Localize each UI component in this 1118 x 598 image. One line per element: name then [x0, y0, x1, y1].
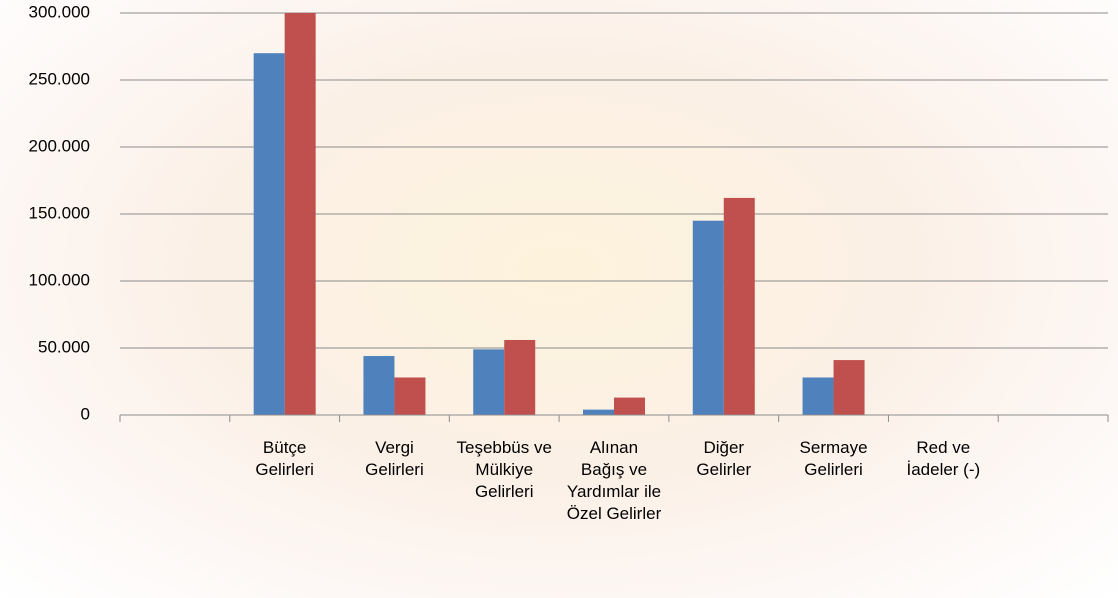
y-tick-label: 50.000 [38, 337, 90, 356]
bar [614, 398, 645, 415]
x-tick-label: Vergi Gelirleri [346, 437, 442, 481]
bar [254, 53, 285, 415]
bar [504, 340, 535, 415]
bar [285, 13, 316, 415]
bar [583, 410, 614, 415]
x-tick-label: Diğer Gelirler [676, 437, 772, 481]
page: {"chart_data": {"type": "bar", "categori… [0, 0, 1118, 598]
x-tick-label: Teşebbüs ve Mülkiye Gelirleri [456, 437, 552, 503]
bar [834, 360, 865, 415]
y-tick-label: 200.000 [29, 136, 90, 155]
bar [394, 377, 425, 415]
x-tick-label: Sermaye Gelirleri [786, 437, 882, 481]
bar [473, 349, 504, 415]
x-tick-label: Red ve İadeler (-) [895, 437, 991, 481]
y-tick-label: 100.000 [29, 270, 90, 289]
y-tick-label: 150.000 [29, 203, 90, 222]
chart: 0 50.000 100.000 150.000 200.000 250.000 300.0… [0, 0, 1118, 598]
y-tick-label: 0 [81, 404, 90, 423]
bar [803, 377, 834, 415]
bar [363, 356, 394, 415]
y-tick-label: 300.000 [29, 2, 90, 21]
x-tick-label: Bütçe Gelirleri [237, 437, 333, 481]
bar [724, 198, 755, 415]
bar [693, 221, 724, 415]
x-tick-label: Alınan Bağış ve Yardımlar ile Özel Gelir… [566, 437, 662, 525]
y-tick-label: 250.000 [29, 69, 90, 88]
